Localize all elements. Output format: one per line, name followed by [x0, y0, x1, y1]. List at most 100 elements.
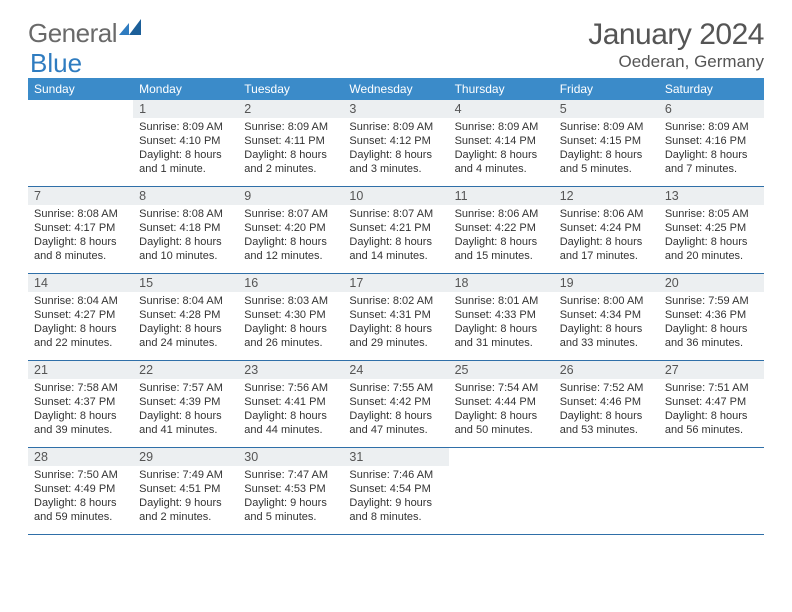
- calendar: Sunday Monday Tuesday Wednesday Thursday…: [28, 78, 764, 535]
- day-body: Sunrise: 7:50 AMSunset: 4:49 PMDaylight:…: [28, 466, 133, 528]
- day-cell: 31Sunrise: 7:46 AMSunset: 4:54 PMDayligh…: [343, 448, 448, 534]
- day-cell-empty: .: [659, 448, 764, 534]
- day-body: Sunrise: 8:06 AMSunset: 4:24 PMDaylight:…: [554, 205, 659, 267]
- day-body: Sunrise: 7:47 AMSunset: 4:53 PMDaylight:…: [238, 466, 343, 528]
- calendar-page: General January 2024 Oederan, Germany Bl…: [0, 0, 792, 545]
- day-number: 30: [238, 448, 343, 466]
- day-cell: 3Sunrise: 8:09 AMSunset: 4:12 PMDaylight…: [343, 100, 448, 186]
- weekday-header: Tuesday: [238, 78, 343, 100]
- weekday-header: Thursday: [449, 78, 554, 100]
- day-number: 15: [133, 274, 238, 292]
- day-body: Sunrise: 7:59 AMSunset: 4:36 PMDaylight:…: [659, 292, 764, 354]
- week-row: 21Sunrise: 7:58 AMSunset: 4:37 PMDayligh…: [28, 361, 764, 448]
- day-body: Sunrise: 7:56 AMSunset: 4:41 PMDaylight:…: [238, 379, 343, 441]
- weekday-header: Monday: [133, 78, 238, 100]
- day-number: 21: [28, 361, 133, 379]
- logo-mark-icon: [119, 19, 141, 35]
- day-cell: 1Sunrise: 8:09 AMSunset: 4:10 PMDaylight…: [133, 100, 238, 186]
- day-body: Sunrise: 7:54 AMSunset: 4:44 PMDaylight:…: [449, 379, 554, 441]
- day-number: 13: [659, 187, 764, 205]
- day-cell: 13Sunrise: 8:05 AMSunset: 4:25 PMDayligh…: [659, 187, 764, 273]
- day-cell: 19Sunrise: 8:00 AMSunset: 4:34 PMDayligh…: [554, 274, 659, 360]
- day-number: 28: [28, 448, 133, 466]
- day-number: 26: [554, 361, 659, 379]
- day-cell: 30Sunrise: 7:47 AMSunset: 4:53 PMDayligh…: [238, 448, 343, 534]
- weeks-container: .1Sunrise: 8:09 AMSunset: 4:10 PMDayligh…: [28, 100, 764, 535]
- week-row: 7Sunrise: 8:08 AMSunset: 4:17 PMDaylight…: [28, 187, 764, 274]
- day-cell: 20Sunrise: 7:59 AMSunset: 4:36 PMDayligh…: [659, 274, 764, 360]
- day-cell: 15Sunrise: 8:04 AMSunset: 4:28 PMDayligh…: [133, 274, 238, 360]
- day-body: Sunrise: 8:09 AMSunset: 4:10 PMDaylight:…: [133, 118, 238, 180]
- day-body: Sunrise: 8:03 AMSunset: 4:30 PMDaylight:…: [238, 292, 343, 354]
- day-number: 29: [133, 448, 238, 466]
- week-row: .1Sunrise: 8:09 AMSunset: 4:10 PMDayligh…: [28, 100, 764, 187]
- day-cell: 22Sunrise: 7:57 AMSunset: 4:39 PMDayligh…: [133, 361, 238, 447]
- day-cell: 17Sunrise: 8:02 AMSunset: 4:31 PMDayligh…: [343, 274, 448, 360]
- day-body: Sunrise: 8:05 AMSunset: 4:25 PMDaylight:…: [659, 205, 764, 267]
- day-cell: 24Sunrise: 7:55 AMSunset: 4:42 PMDayligh…: [343, 361, 448, 447]
- weekday-header: Sunday: [28, 78, 133, 100]
- day-cell: 10Sunrise: 8:07 AMSunset: 4:21 PMDayligh…: [343, 187, 448, 273]
- day-body: Sunrise: 8:02 AMSunset: 4:31 PMDaylight:…: [343, 292, 448, 354]
- day-body: Sunrise: 7:55 AMSunset: 4:42 PMDaylight:…: [343, 379, 448, 441]
- day-number: 10: [343, 187, 448, 205]
- day-cell: 27Sunrise: 7:51 AMSunset: 4:47 PMDayligh…: [659, 361, 764, 447]
- logo: General: [28, 18, 141, 49]
- day-body: Sunrise: 8:09 AMSunset: 4:14 PMDaylight:…: [449, 118, 554, 180]
- day-cell: 12Sunrise: 8:06 AMSunset: 4:24 PMDayligh…: [554, 187, 659, 273]
- day-number: 7: [28, 187, 133, 205]
- day-number: 31: [343, 448, 448, 466]
- day-cell: 9Sunrise: 8:07 AMSunset: 4:20 PMDaylight…: [238, 187, 343, 273]
- location: Oederan, Germany: [588, 52, 764, 72]
- day-body: Sunrise: 7:52 AMSunset: 4:46 PMDaylight:…: [554, 379, 659, 441]
- day-body: Sunrise: 8:09 AMSunset: 4:16 PMDaylight:…: [659, 118, 764, 180]
- day-number: 22: [133, 361, 238, 379]
- day-number: 3: [343, 100, 448, 118]
- logo-text-general: General: [28, 18, 117, 49]
- day-number: 16: [238, 274, 343, 292]
- day-cell: 5Sunrise: 8:09 AMSunset: 4:15 PMDaylight…: [554, 100, 659, 186]
- day-cell: 8Sunrise: 8:08 AMSunset: 4:18 PMDaylight…: [133, 187, 238, 273]
- day-cell: 29Sunrise: 7:49 AMSunset: 4:51 PMDayligh…: [133, 448, 238, 534]
- day-body: Sunrise: 7:51 AMSunset: 4:47 PMDaylight:…: [659, 379, 764, 441]
- day-number: 20: [659, 274, 764, 292]
- day-cell: 14Sunrise: 8:04 AMSunset: 4:27 PMDayligh…: [28, 274, 133, 360]
- day-number: 2: [238, 100, 343, 118]
- day-number: 8: [133, 187, 238, 205]
- day-number: 24: [343, 361, 448, 379]
- day-number: 27: [659, 361, 764, 379]
- day-body: Sunrise: 8:07 AMSunset: 4:21 PMDaylight:…: [343, 205, 448, 267]
- day-body: Sunrise: 8:00 AMSunset: 4:34 PMDaylight:…: [554, 292, 659, 354]
- day-body: Sunrise: 7:57 AMSunset: 4:39 PMDaylight:…: [133, 379, 238, 441]
- day-number: 23: [238, 361, 343, 379]
- day-cell: 6Sunrise: 8:09 AMSunset: 4:16 PMDaylight…: [659, 100, 764, 186]
- day-cell: 11Sunrise: 8:06 AMSunset: 4:22 PMDayligh…: [449, 187, 554, 273]
- day-body: Sunrise: 8:09 AMSunset: 4:11 PMDaylight:…: [238, 118, 343, 180]
- header: General January 2024 Oederan, Germany: [28, 18, 764, 72]
- weekday-header: Saturday: [659, 78, 764, 100]
- day-number: 6: [659, 100, 764, 118]
- logo-text-blue: Blue: [30, 48, 82, 79]
- day-body: Sunrise: 8:09 AMSunset: 4:15 PMDaylight:…: [554, 118, 659, 180]
- day-number: 4: [449, 100, 554, 118]
- week-row: 28Sunrise: 7:50 AMSunset: 4:49 PMDayligh…: [28, 448, 764, 535]
- day-cell: 2Sunrise: 8:09 AMSunset: 4:11 PMDaylight…: [238, 100, 343, 186]
- weekday-header: Wednesday: [343, 78, 448, 100]
- title-block: January 2024 Oederan, Germany: [588, 18, 764, 72]
- weekday-header: Friday: [554, 78, 659, 100]
- day-cell-empty: .: [28, 100, 133, 186]
- day-number: 18: [449, 274, 554, 292]
- day-number: 17: [343, 274, 448, 292]
- day-cell: 7Sunrise: 8:08 AMSunset: 4:17 PMDaylight…: [28, 187, 133, 273]
- day-number: 12: [554, 187, 659, 205]
- day-body: Sunrise: 7:49 AMSunset: 4:51 PMDaylight:…: [133, 466, 238, 528]
- weekday-header-row: Sunday Monday Tuesday Wednesday Thursday…: [28, 78, 764, 100]
- day-cell-empty: .: [554, 448, 659, 534]
- week-row: 14Sunrise: 8:04 AMSunset: 4:27 PMDayligh…: [28, 274, 764, 361]
- day-cell: 16Sunrise: 8:03 AMSunset: 4:30 PMDayligh…: [238, 274, 343, 360]
- day-number: 1: [133, 100, 238, 118]
- day-number: 11: [449, 187, 554, 205]
- day-cell: 4Sunrise: 8:09 AMSunset: 4:14 PMDaylight…: [449, 100, 554, 186]
- day-body: Sunrise: 8:04 AMSunset: 4:28 PMDaylight:…: [133, 292, 238, 354]
- day-number: 5: [554, 100, 659, 118]
